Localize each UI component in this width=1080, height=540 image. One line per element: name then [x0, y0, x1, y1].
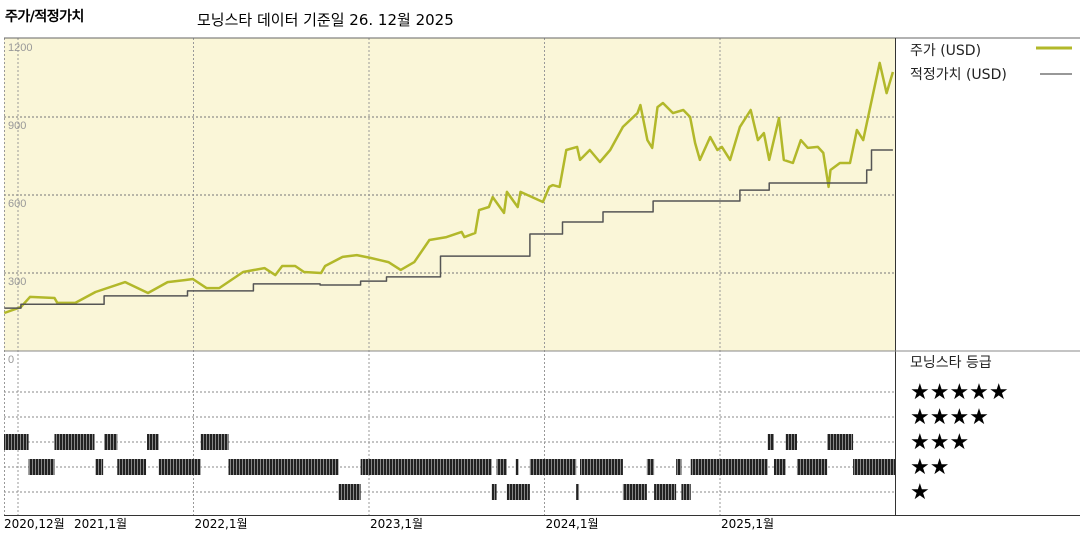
rating-bar-2-star — [496, 459, 507, 475]
y-tick-label: 0 — [8, 354, 14, 366]
y-tick-label: 300 — [8, 276, 26, 288]
rating-bar-2-star — [796, 459, 828, 475]
rating-bar-2-star — [853, 459, 895, 475]
data-date-subtitle: 모닝스타 데이터 기준일 26. 12월 2025 — [197, 11, 454, 29]
rating-bar-1-star — [622, 484, 647, 500]
x-tick-label: 2023,1월 — [370, 517, 423, 531]
rating-bar-1-star — [681, 484, 691, 500]
y-tick-label: 600 — [8, 198, 26, 210]
x-tick-label: 2021,1월 — [74, 517, 127, 531]
y-tick-label: 900 — [8, 120, 26, 132]
rating-bar-3-star — [54, 434, 95, 450]
rating-bar-3-star — [4, 434, 29, 450]
price-line — [3, 61, 895, 315]
rating-bar-2-star — [676, 459, 682, 475]
rating-bar-2-star — [158, 459, 201, 475]
rating-bar-2-star — [773, 459, 786, 475]
axis-ticks: 1200 900 600 300 0 2020,12월 2021,1월 2022,1월 2023… — [4, 42, 774, 531]
rating-bar-2-star — [228, 459, 339, 475]
rating-bar-3-star — [827, 434, 854, 450]
legend-2-stars: ★★ — [910, 455, 949, 480]
legend-rating-title: 모닝스타 등급 — [910, 355, 992, 371]
rating-bars — [4, 434, 895, 500]
series-lines — [3, 61, 895, 315]
x-tick-label: 2025,1월 — [721, 517, 774, 531]
x-tick-label: 2024,1월 — [546, 517, 599, 531]
rating-bar-2-star — [529, 459, 577, 475]
rating-bar-2-star — [515, 459, 519, 475]
chart-title: 주가/적정가치 — [5, 9, 84, 25]
legend-3-stars: ★★★ — [910, 430, 969, 455]
x-tick-label: 2020,12월 — [4, 517, 65, 531]
rating-bar-3-star — [200, 434, 229, 450]
rating-bar-1-star — [338, 484, 361, 500]
rating-bar-2-star — [580, 459, 623, 475]
rating-bar-2-star — [646, 459, 655, 475]
y-tick-label: 1200 — [8, 42, 32, 54]
legend-price-label: 주가 (USD) — [910, 43, 981, 59]
rating-bar-2-star — [28, 459, 55, 475]
rating-bar-3-star — [147, 434, 159, 450]
rating-bar-1-star — [506, 484, 530, 500]
rating-bar-3-star — [104, 434, 118, 450]
rating-bar-3-star — [767, 434, 774, 450]
legend-5-stars: ★★★★★ — [910, 380, 1009, 405]
rating-bar-3-star — [785, 434, 797, 450]
rating-bar-1-star — [576, 484, 580, 500]
legend-4-stars: ★★★★ — [910, 405, 989, 430]
legend: 주가 (USD) 적정가치 (USD) 모닝스타 등급 ★★★★★ ★★★★ ★… — [910, 43, 1072, 505]
rating-bar-1-star — [491, 484, 497, 500]
rating-bar-2-star — [360, 459, 492, 475]
fair-value-line — [4, 149, 893, 309]
legend-1-star: ★ — [910, 480, 930, 505]
rating-bar-2-star — [690, 459, 768, 475]
legend-fairvalue-label: 적정가치 (USD) — [910, 67, 1007, 83]
rating-bar-1-star — [654, 484, 677, 500]
rating-bar-2-star — [95, 459, 104, 475]
x-tick-label: 2022,1월 — [195, 517, 248, 531]
rating-bar-2-star — [117, 459, 147, 475]
